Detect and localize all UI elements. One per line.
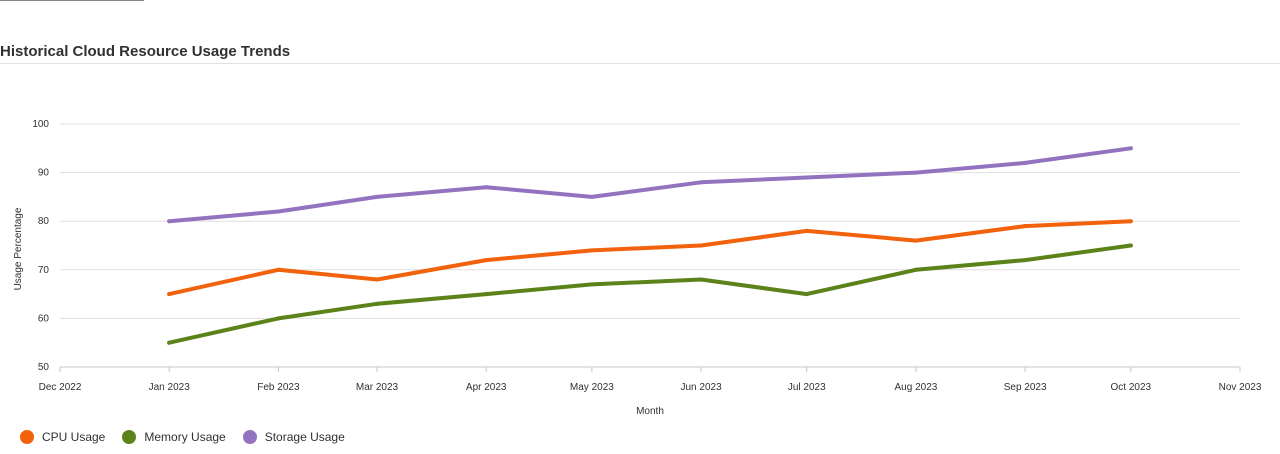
data-point[interactable]	[375, 277, 380, 282]
data-point[interactable]	[484, 258, 489, 263]
y-tick-label: 50	[38, 362, 50, 373]
data-point[interactable]	[1128, 243, 1133, 248]
x-tick-label: Jun 2023	[680, 382, 722, 393]
x-tick-label: Jul 2023	[788, 382, 826, 393]
legend-label: CPU Usage	[42, 430, 106, 444]
legend-item-storage-usage[interactable]: Storage Usage	[242, 430, 345, 444]
legend-item-cpu-usage[interactable]: CPU Usage	[20, 430, 105, 444]
axes: 50 60 70 80 90 100 Dec 2022 Jan 2023 Feb 2023 Mar…	[32, 119, 1262, 393]
x-tick-label: Feb 2023	[257, 382, 300, 393]
series-line-memory-usage[interactable]	[167, 243, 1133, 345]
series-line-storage-usage[interactable]	[167, 146, 1133, 224]
x-tick-label: Jan 2023	[149, 382, 191, 393]
legend-marker-icon	[242, 430, 257, 444]
data-point[interactable]	[1023, 224, 1028, 229]
x-tick-label: Nov 2023	[1219, 382, 1262, 393]
x-axis-title: Month	[636, 406, 664, 417]
legend: CPU Usage Memory Usage Storage Usage	[20, 430, 345, 444]
data-point[interactable]	[1023, 258, 1028, 263]
title-divider	[0, 63, 1280, 64]
data-point[interactable]	[699, 180, 704, 185]
data-point[interactable]	[276, 267, 281, 272]
x-tick-label: May 2023	[570, 382, 614, 393]
y-tick-label: 70	[38, 265, 50, 276]
legend-marker-icon	[122, 430, 137, 444]
legend-label: Memory Usage	[144, 430, 226, 444]
data-point[interactable]	[804, 175, 809, 180]
x-tick-label: Oct 2023	[1111, 382, 1152, 393]
data-point[interactable]	[699, 243, 704, 248]
data-point[interactable]	[167, 292, 172, 297]
data-point[interactable]	[276, 209, 281, 214]
data-point[interactable]	[589, 248, 594, 253]
legend-marker-icon	[20, 430, 34, 444]
gridlines	[60, 123, 1240, 368]
data-point[interactable]	[484, 292, 489, 297]
legend-label: Storage Usage	[264, 430, 345, 444]
data-point[interactable]	[589, 282, 594, 287]
data-point[interactable]	[1023, 160, 1028, 165]
chart-title: Historical Cloud Resource Usage Trends	[0, 43, 291, 60]
x-tick-label: Apr 2023	[466, 382, 507, 393]
series-line-cpu-usage[interactable]	[167, 219, 1133, 297]
x-tick-label: Sep 2023	[1004, 382, 1047, 393]
data-point[interactable]	[1128, 219, 1133, 224]
data-point[interactable]	[699, 277, 704, 282]
data-point[interactable]	[804, 292, 809, 297]
data-point[interactable]	[375, 301, 380, 306]
data-point[interactable]	[1128, 146, 1133, 151]
y-tick-label: 60	[38, 313, 50, 324]
data-point[interactable]	[913, 170, 918, 175]
data-point[interactable]	[375, 194, 380, 199]
y-tick-label: 90	[38, 168, 50, 179]
x-tick-label: Mar 2023	[356, 382, 399, 393]
data-point[interactable]	[804, 228, 809, 233]
x-tick-label: Dec 2022	[39, 382, 82, 393]
y-tick-label: 100	[32, 119, 49, 130]
data-point[interactable]	[276, 316, 281, 321]
data-point[interactable]	[167, 219, 172, 224]
top-tab-underline	[0, 0, 144, 1]
x-tick-label: Aug 2023	[895, 382, 938, 393]
series-lines	[167, 146, 1133, 345]
data-point[interactable]	[167, 340, 172, 345]
data-point[interactable]	[589, 194, 594, 199]
data-point[interactable]	[913, 267, 918, 272]
data-point[interactable]	[913, 238, 918, 243]
y-axis-title: Usage Percentage	[13, 207, 24, 290]
legend-item-memory-usage[interactable]: Memory Usage	[122, 430, 226, 444]
data-point[interactable]	[484, 185, 489, 190]
y-tick-label: 80	[38, 216, 50, 227]
